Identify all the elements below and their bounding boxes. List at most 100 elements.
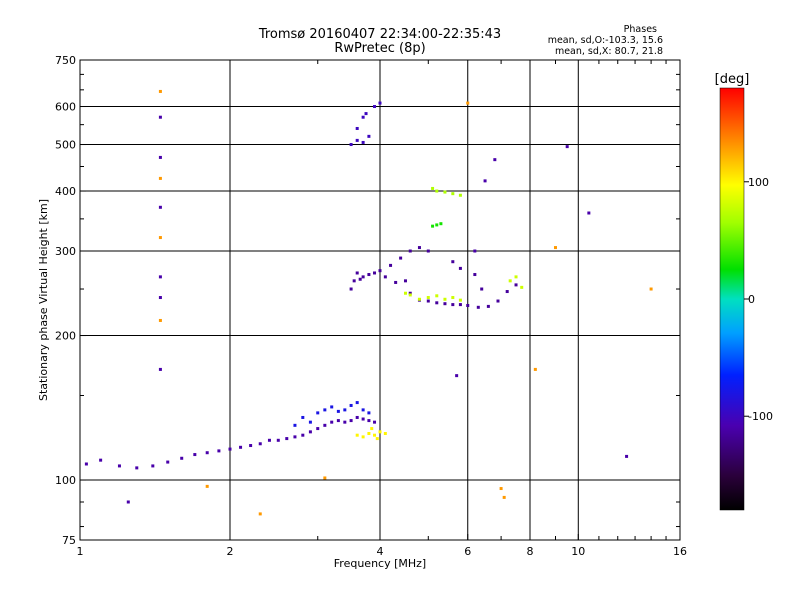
data-point — [158, 115, 162, 119]
y-tick-label: 75 — [62, 534, 76, 547]
data-point — [316, 411, 320, 415]
data-point — [361, 417, 365, 421]
data-point — [349, 403, 353, 407]
data-point — [355, 126, 359, 130]
y-tick-label: 100 — [55, 474, 76, 487]
data-point — [361, 140, 365, 144]
data-point — [180, 456, 184, 460]
x-tick-label: 4 — [377, 545, 384, 558]
chart-title: Tromsø 20160407 22:34:00-22:35:43 — [258, 27, 502, 42]
data-point — [417, 297, 421, 301]
data-point — [361, 435, 365, 439]
data-point — [378, 269, 382, 273]
data-point — [476, 305, 480, 309]
data-point — [166, 460, 170, 464]
colorbar-ticks: 100 0 -100 — [744, 176, 773, 423]
y-axis-label: Stationary phase Virtual Height [km] — [37, 199, 50, 401]
data-point — [205, 484, 209, 488]
data-point — [364, 112, 368, 116]
data-point — [158, 236, 162, 240]
data-point — [505, 290, 509, 294]
x-axis-label: Frequency [MHz] — [334, 557, 426, 570]
data-point — [355, 138, 359, 142]
stats-x-mode: mean, sd,X: 80.7, 21.8 — [554, 46, 663, 57]
stats-heading: Phases — [623, 24, 657, 35]
data-point — [158, 176, 162, 180]
x-tick-label: 10 — [571, 545, 585, 558]
data-point — [99, 458, 103, 462]
data-point — [383, 432, 387, 436]
data-point — [508, 279, 512, 283]
data-point — [499, 487, 503, 491]
data-point — [367, 273, 371, 277]
data-point — [367, 419, 371, 423]
data-point — [352, 279, 356, 283]
data-point — [373, 420, 377, 424]
data-point — [383, 275, 387, 279]
data-point — [239, 445, 243, 449]
data-point — [158, 155, 162, 159]
data-point — [323, 408, 327, 412]
data-point — [355, 433, 359, 437]
data-point — [158, 275, 162, 279]
data-point — [565, 145, 569, 149]
data-point — [293, 423, 297, 427]
data-point — [151, 464, 155, 468]
data-point — [285, 437, 289, 441]
data-point — [443, 297, 447, 301]
data-point — [249, 444, 253, 448]
data-point — [443, 190, 447, 194]
data-point — [301, 433, 305, 437]
data-point — [451, 260, 455, 264]
data-point — [431, 186, 435, 190]
data-point — [301, 415, 305, 419]
x-tick-label: 6 — [464, 545, 471, 558]
data-point — [361, 115, 365, 119]
data-point — [520, 285, 524, 289]
x-tick-label: 2 — [227, 545, 234, 558]
chart-subtitle: RwPretec (8p) — [334, 41, 426, 56]
data-point — [367, 411, 371, 415]
data-point — [403, 279, 407, 283]
data-point — [426, 296, 430, 300]
data-point — [451, 296, 455, 300]
data-point — [126, 500, 130, 504]
colorbar-tick-label: 0 — [748, 293, 755, 306]
data-point — [343, 408, 347, 412]
data-point — [451, 192, 455, 196]
data-point — [408, 291, 412, 295]
data-point — [361, 408, 365, 412]
y-tick-label: 600 — [55, 101, 76, 114]
stats-o-mode: mean, sd,O:-103.3, 15.6 — [547, 35, 663, 46]
data-point — [426, 249, 430, 253]
data-point — [443, 302, 447, 306]
data-point — [373, 271, 377, 275]
data-point — [483, 179, 487, 183]
x-tick-label: 1 — [77, 545, 84, 558]
data-point — [649, 287, 653, 291]
data-point — [84, 462, 88, 466]
data-point — [493, 158, 497, 162]
data-point — [355, 415, 359, 419]
data-point — [349, 143, 353, 147]
x-tick-label: 16 — [673, 545, 687, 558]
data-point — [373, 433, 377, 437]
data-point — [399, 256, 403, 260]
data-point — [158, 318, 162, 322]
data-point — [343, 420, 347, 424]
data-point — [473, 249, 477, 253]
data-point — [373, 105, 377, 109]
data-point — [451, 303, 455, 307]
data-point — [330, 405, 334, 409]
data-point — [276, 438, 280, 442]
data-point — [455, 374, 459, 378]
x-tick-label: 8 — [527, 545, 534, 558]
colorbar-label: [deg] — [715, 72, 750, 87]
data-points — [84, 89, 653, 516]
data-point — [473, 273, 477, 277]
data-point — [378, 101, 382, 105]
data-point — [193, 453, 197, 457]
colorbar-tick-label: 100 — [748, 176, 769, 189]
data-point — [158, 89, 162, 93]
